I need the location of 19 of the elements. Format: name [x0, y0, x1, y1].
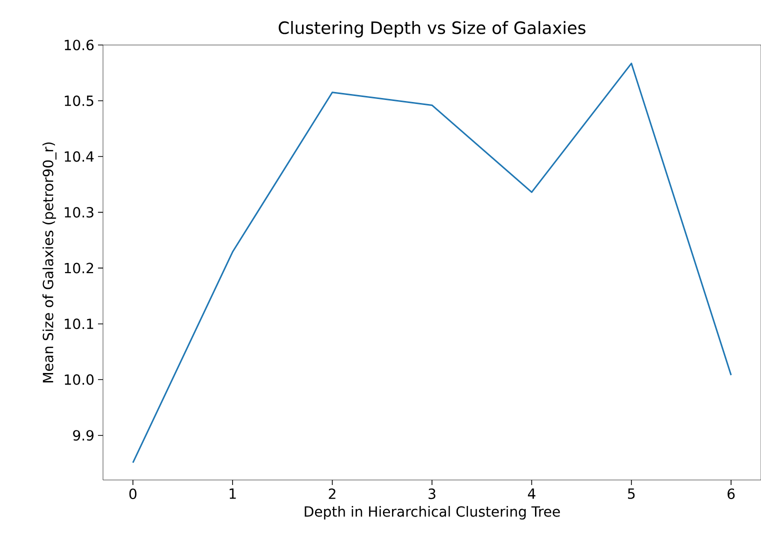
y-tick-label: 10.6 [64, 40, 94, 50]
y-axis-title: Mean Size of Galaxies (petror90_r) [42, 142, 56, 382]
x-tick-label: 4 [528, 488, 536, 499]
x-tick-label: 6 [728, 488, 735, 500]
y-tick-label: 10.0 [64, 374, 94, 385]
x-tick-label: 0 [129, 488, 136, 500]
x-axis-title: Depth in Hierarchical Clustering Tree [304, 506, 560, 520]
y-tick-label: 10.1 [64, 318, 94, 330]
x-tick-label: 3 [428, 488, 436, 500]
y-tick-label: 9.9 [73, 430, 94, 441]
x-tick-label: 1 [230, 488, 236, 499]
chart-title: Clustering Depth vs Size of Galaxies [278, 21, 586, 38]
y-tick-label: 10.3 [64, 207, 94, 218]
y-tick-label: 10.2 [64, 262, 94, 274]
y-tick-label: 10.5 [64, 95, 94, 106]
line-series [132, 62, 732, 464]
x-tick-label: 2 [328, 488, 336, 499]
y-tick-label: 10.4 [64, 151, 94, 162]
x-tick-label: 5 [628, 488, 635, 499]
